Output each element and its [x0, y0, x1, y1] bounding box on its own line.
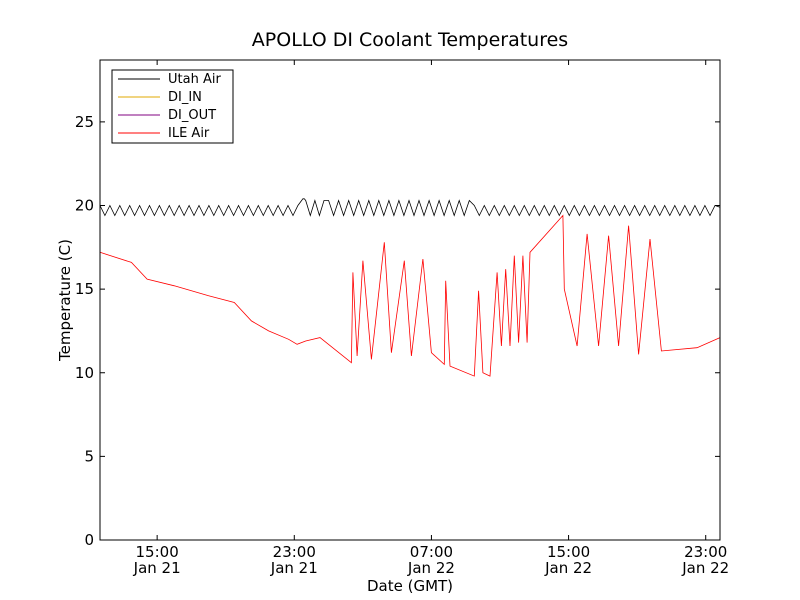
plot-frame — [99, 59, 721, 541]
legend-label: DI_IN — [168, 90, 202, 105]
y-tick-label: 10 — [75, 364, 94, 382]
y-tick-label: 20 — [75, 197, 94, 215]
y-tick-label: 0 — [84, 531, 94, 549]
plot-series-layer — [99, 198, 721, 377]
legend-label: DI_OUT — [168, 108, 216, 123]
x-tick-label-time: 15:00 — [547, 543, 590, 561]
x-tick-label-date: Jan 22 — [407, 559, 455, 577]
y-tick-label: 15 — [75, 280, 94, 298]
legend-label: ILE Air — [168, 126, 210, 141]
x-tick-label-date: Jan 21 — [270, 559, 318, 577]
y-axis: 0 5 10 15 20 25 — [75, 113, 720, 549]
legend: Utah Air DI_IN DI_OUT ILE Air — [111, 69, 234, 144]
x-tick-label-time: 15:00 — [136, 543, 179, 561]
x-tick-label-date: Jan 22 — [681, 559, 729, 577]
series-line-utah-air — [99, 198, 721, 217]
chart-title: APOLLO DI Coolant Temperatures — [252, 29, 568, 51]
x-tick-label-date: Jan 22 — [544, 559, 592, 577]
series-line-ile-air — [99, 214, 721, 377]
x-tick-label-time: 23:00 — [684, 543, 727, 561]
y-tick-label: 5 — [84, 447, 94, 465]
x-tick-label-time: 07:00 — [410, 543, 453, 561]
x-tick-label-time: 23:00 — [273, 543, 316, 561]
legend-label: Utah Air — [168, 72, 221, 87]
y-tick-label: 25 — [75, 113, 94, 131]
y-axis-label: Temperature (C) — [56, 239, 74, 362]
x-axis-label: Date (GMT) — [367, 577, 453, 595]
x-tick-label-date: Jan 21 — [133, 559, 181, 577]
legend-box — [111, 69, 234, 144]
